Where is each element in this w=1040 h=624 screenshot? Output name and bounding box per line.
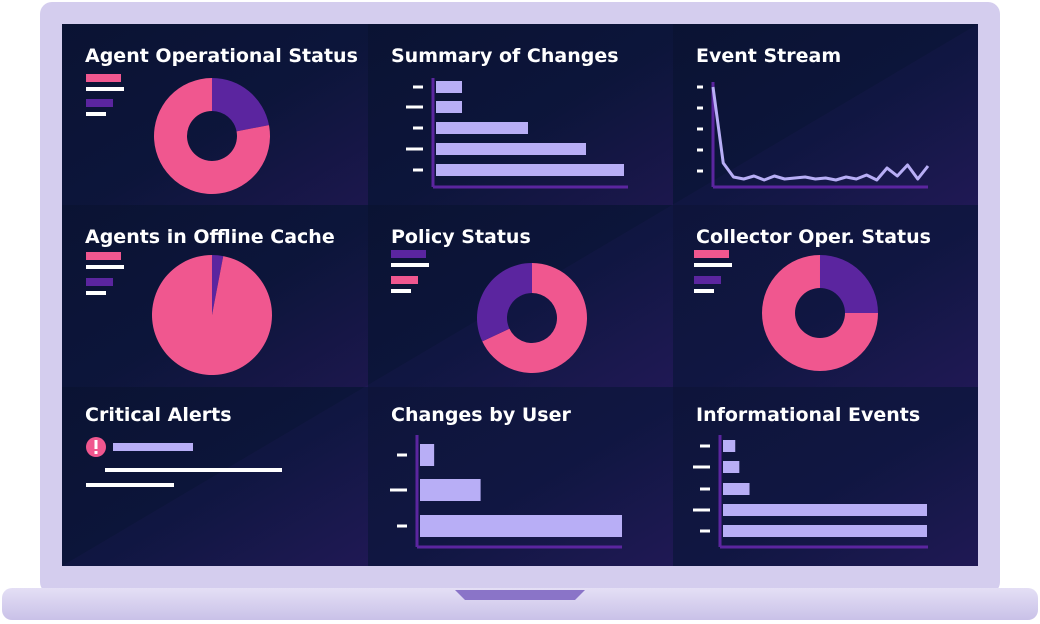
panel: Agents in Offline Cache	[62, 205, 368, 387]
slice	[212, 78, 269, 132]
panel-bg	[673, 24, 978, 205]
bar	[723, 461, 740, 473]
panel-bg	[62, 387, 368, 566]
legend-swatch	[694, 276, 721, 284]
panel-title: Agents in Offline Cache	[85, 226, 335, 248]
bar	[420, 444, 435, 466]
bar	[436, 81, 462, 93]
legend-swatch	[391, 276, 418, 284]
panel-title: Event Stream	[696, 45, 841, 67]
legend-swatch	[694, 250, 729, 258]
panel-title: Informational Events	[696, 404, 920, 426]
panel-title: Changes by User	[391, 404, 571, 426]
legend-swatch	[86, 74, 121, 82]
legend-swatch	[86, 252, 121, 260]
panel-title: Summary of Changes	[391, 45, 619, 67]
panel: Collector Oper. Status	[673, 205, 978, 387]
legend-line	[694, 263, 732, 267]
laptop-base	[2, 588, 1038, 620]
slice	[761, 255, 878, 371]
bar	[420, 479, 481, 501]
legend-line	[86, 291, 106, 295]
legend-line	[694, 289, 714, 293]
notch	[455, 590, 585, 600]
bar	[436, 122, 528, 134]
panel-title: Policy Status	[391, 226, 531, 248]
bar	[723, 525, 927, 537]
alert-icon-dot	[94, 451, 98, 454]
panel: Informational Events	[673, 387, 978, 566]
slice	[482, 263, 587, 373]
panel: Summary of Changes	[368, 24, 673, 205]
legend-line	[86, 112, 106, 116]
bar	[723, 440, 736, 452]
bar	[436, 143, 586, 155]
placeholder-line	[113, 443, 193, 451]
slice	[151, 255, 272, 375]
legend-swatch	[86, 278, 113, 286]
placeholder-line	[86, 483, 174, 487]
panel-title: Agent Operational Status	[85, 45, 358, 67]
slice	[212, 255, 224, 315]
bar	[436, 164, 624, 176]
legend-swatch	[86, 99, 113, 107]
slice	[153, 78, 270, 194]
bar	[436, 101, 462, 113]
alert-icon-mark	[94, 440, 98, 449]
bar	[723, 483, 750, 495]
bar	[420, 515, 622, 537]
panel: Event Stream	[673, 24, 978, 205]
bar	[723, 504, 927, 516]
legend-line	[86, 87, 124, 91]
line-series	[711, 86, 930, 182]
slice	[476, 263, 532, 342]
cells: Agent Operational Status Summary of Chang…	[62, 24, 978, 566]
panel: Policy Status	[368, 205, 673, 387]
panel-title: Critical Alerts	[85, 404, 232, 426]
legend-line	[86, 265, 124, 269]
placeholder-line	[105, 468, 282, 472]
legend-line	[391, 289, 411, 293]
panel: Changes by User	[368, 387, 673, 566]
panel: Agent Operational Status	[62, 24, 368, 205]
legend-swatch	[391, 250, 426, 258]
slice	[820, 255, 878, 313]
legend-line	[391, 263, 429, 267]
panel-title: Collector Oper. Status	[696, 226, 931, 248]
panel: Critical Alerts	[62, 387, 368, 566]
